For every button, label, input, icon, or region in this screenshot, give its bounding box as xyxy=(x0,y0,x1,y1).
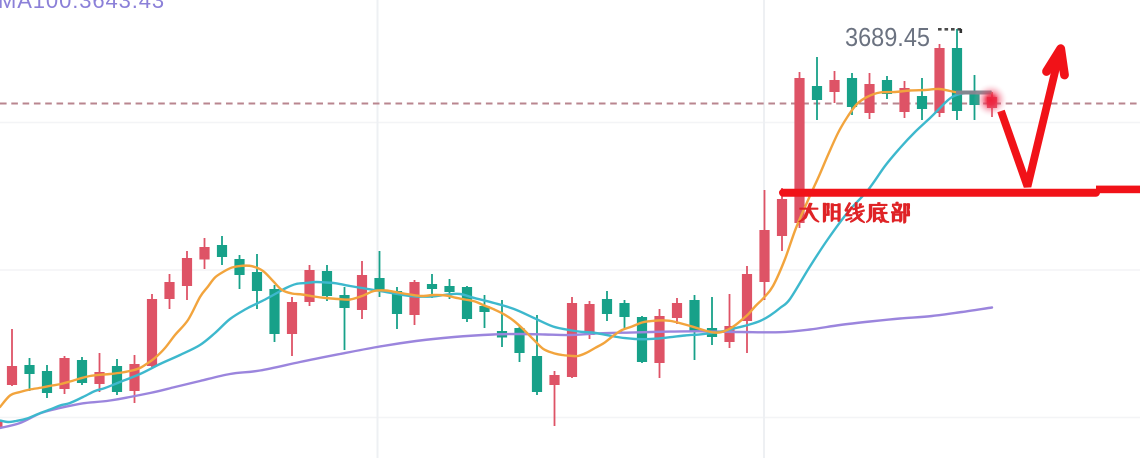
svg-text:3689.45: 3689.45 xyxy=(845,22,930,52)
svg-text:MA100:3643.43: MA100:3643.43 xyxy=(0,0,165,13)
